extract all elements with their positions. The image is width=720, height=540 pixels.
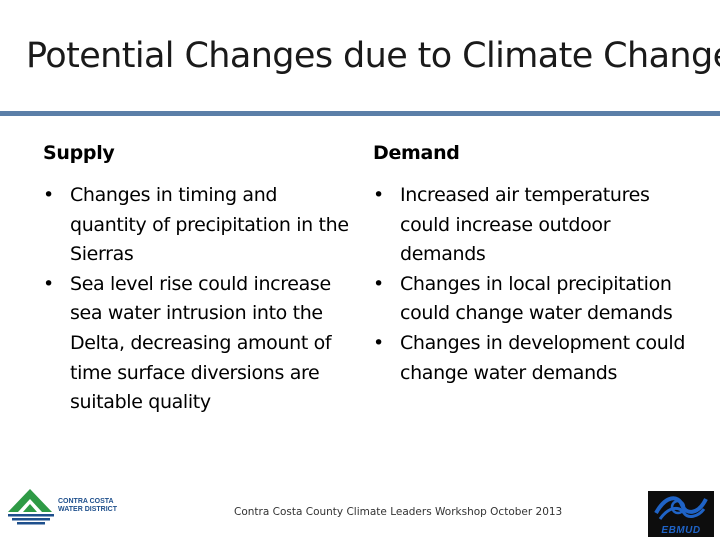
bullet-icon: • [43,272,54,295]
ccwd-mountain-icon [8,489,54,525]
demand-heading: Demand [373,142,460,164]
supply-column: Supply • Changes in timing and quantity … [43,142,353,418]
demand-item: • Changes in development could change wa… [373,329,693,388]
ccwd-logo-text: CONTRA COSTA WATER DISTRICT [58,498,117,513]
footer-text: Contra Costa County Climate Leaders Work… [234,506,563,518]
bullet-icon: • [43,184,54,206]
demand-item: • Increased air temperatures could incre… [373,181,693,270]
demand-list: • Increased air temperatures could incre… [373,181,693,388]
supply-item-text: Sea level rise could increase sea water … [70,272,332,414]
title-divider [0,111,720,116]
bullet-icon: • [373,272,384,295]
ebmud-logo-text: EBMUD [661,525,701,536]
ccwd-logo: CONTRA COSTA WATER DISTRICT [6,486,130,526]
supply-item: • Sea level rise could increase sea wate… [43,270,353,418]
bullet-icon: • [373,331,384,354]
supply-item-text: Changes in timing and quantity of precip… [70,184,349,266]
demand-item: • Changes in local precipitation could c… [373,270,693,329]
demand-item-text: Changes in development could change wate… [400,331,686,384]
supply-list: • Changes in timing and quantity of prec… [43,181,353,418]
slide-title: Potential Changes due to Climate Change [26,36,720,76]
bullet-icon: • [373,184,384,206]
ebmud-wave-icon [654,496,708,520]
demand-item-text: Increased air temperatures could increas… [400,184,650,266]
demand-item-text: Changes in local precipitation could cha… [400,272,673,325]
supply-heading: Supply [43,142,115,164]
demand-column: Demand • Increased air temperatures coul… [373,142,693,388]
ebmud-logo: EBMUD [648,491,714,537]
supply-item: • Changes in timing and quantity of prec… [43,181,353,270]
